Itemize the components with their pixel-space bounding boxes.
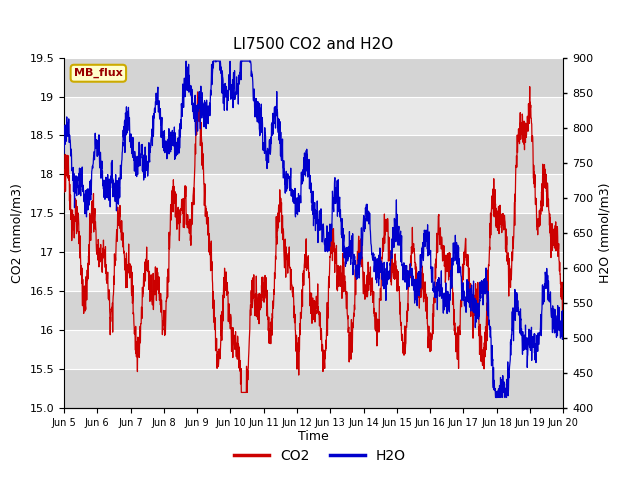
Bar bbox=[64, 135, 563, 174]
Bar bbox=[64, 291, 563, 330]
Bar bbox=[64, 369, 563, 408]
Bar bbox=[64, 174, 563, 213]
Legend: CO2, H2O: CO2, H2O bbox=[228, 443, 412, 468]
Bar bbox=[64, 58, 563, 96]
Y-axis label: H2O (mmol/m3): H2O (mmol/m3) bbox=[599, 182, 612, 283]
Bar bbox=[64, 96, 563, 135]
Bar bbox=[64, 213, 563, 252]
Text: MB_flux: MB_flux bbox=[74, 68, 123, 78]
X-axis label: Time: Time bbox=[298, 431, 329, 444]
Y-axis label: CO2 (mmol/m3): CO2 (mmol/m3) bbox=[11, 183, 24, 283]
Bar bbox=[64, 252, 563, 291]
Bar bbox=[64, 330, 563, 369]
Title: LI7500 CO2 and H2O: LI7500 CO2 and H2O bbox=[234, 37, 394, 52]
